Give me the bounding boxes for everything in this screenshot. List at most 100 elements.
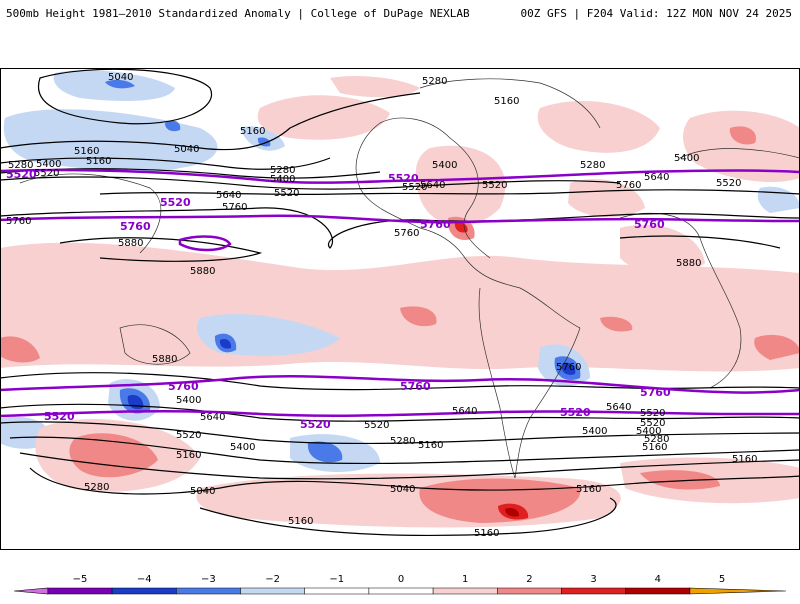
contour-label: 5640 [606,402,631,413]
positive-anomaly-core [600,316,633,332]
contour-5880-purple [178,235,232,252]
positive-anomaly-core [0,336,40,363]
coastline-europe [679,148,800,159]
negative-anomaly-core [105,79,135,89]
colorbar-segment-neg2 [176,587,241,595]
contour-label: 5160 [74,146,99,157]
colorbar-tick-label: −4 [137,574,152,585]
contour-label: 5520 [716,178,741,189]
colorbar-svg: −5 −4 −3 −2 −1 0 1 2 3 4 5 [13,574,787,595]
contour-label: 5160 [474,528,499,539]
contour-label: 5640 [420,180,445,191]
positive-anomaly-band [0,242,800,372]
positive-anomaly-region [415,145,506,227]
contour-label: 5280 [390,436,415,447]
contour-label: 5400 [36,159,61,170]
colorbar-segment-neg1 [240,587,305,595]
colorbar-segment-pos3 [561,587,626,595]
contour-label: 5760 [6,216,31,227]
colorbar-tick-label: 1 [462,574,468,585]
height-contours [0,68,800,537]
contour-label-purple: 5760 [400,380,431,393]
colorbar-arrow-left [13,587,49,595]
contour-5640 [99,189,800,196]
contour-label-purple: 5760 [420,218,451,231]
contour-label: 5160 [642,442,667,453]
contour-label: 5760 [556,362,581,373]
contour-label: 5520 [640,418,665,429]
colorbar-segment-zero-low [304,587,370,595]
colorbar-tick-label: 3 [590,574,596,585]
map-panel: 5040 5280 5160 5160 5280 5400 5520 5160 … [0,68,800,550]
coastline-north-america-east [379,117,491,259]
contour-label-purple: 5520 [560,406,591,419]
colorbar-segment-pos4 [625,587,691,595]
contour-label: 5640 [644,172,669,183]
positive-anomaly-region [683,110,800,183]
colorbar-segments [13,587,787,595]
contour-label: 5160 [494,96,519,107]
positive-anomaly-core [505,507,520,517]
negative-anomaly-core [561,362,576,375]
contour-label: 5160 [576,484,601,495]
contour-label: 5040 [390,484,415,495]
positive-anomaly-core [454,222,468,233]
contour-label: 5760 [616,180,641,191]
contour-label: 5400 [432,160,457,171]
contour-label: 5520 [274,188,299,199]
contour-label: 5760 [222,202,247,213]
contour-5880 [59,237,263,262]
contour-labels: 5040 5280 5160 5160 5280 5400 5520 5160 … [6,72,757,539]
positive-anomaly-core [400,306,437,327]
contour-label: 5640 [216,190,241,201]
colorbar-tick-label: −1 [329,574,344,585]
positive-anomaly-region [568,179,645,218]
contour-label-purple: 5760 [640,386,671,399]
contour-label-purple: 5760 [120,220,151,233]
contour-5520-north-purple [0,168,800,184]
contour-label: 5160 [732,454,757,465]
coastline-south-america-north [464,257,581,329]
contour-label: 5520 [402,182,427,193]
contour-label: 5280 [84,482,109,493]
contour-label-purple: 5760 [168,380,199,393]
contour-label: 5880 [190,266,215,277]
negative-anomaly-region [3,109,218,173]
negative-anomaly-core [165,120,181,132]
positive-anomaly-core [729,126,756,145]
coastline-east-asia [19,173,162,254]
contour-5160-south [29,467,800,495]
contour-label: 5280 [8,160,33,171]
anomaly-map: 5040 5280 5160 5160 5280 5400 5520 5160 … [0,68,800,550]
contour-label-purple: 5760 [634,218,665,231]
contour-label: 5400 [636,426,661,437]
contour-label: 5880 [118,238,143,249]
colorbar-tick-label: 0 [398,574,404,585]
contour-5280 [0,157,331,170]
reference-contours [0,168,800,418]
contour-label: 5160 [86,156,111,167]
positive-anomaly-region [330,76,420,98]
contour-label-purple: 5520 [44,410,75,423]
colorbar: −5 −4 −3 −2 −1 0 1 2 3 4 5 [0,570,800,600]
contour-5760-south [0,372,800,391]
contour-label: 5520 [34,168,59,179]
negative-anomaly-core [307,441,343,463]
contour-label: 5400 [582,426,607,437]
contour-label: 5040 [108,72,133,83]
contour-label-purple: 5520 [300,418,331,431]
colorbar-arrow-right [689,587,787,595]
positive-anomaly-core [754,334,800,360]
anomaly-shading [0,70,800,528]
colorbar-segment-pos1 [432,587,498,595]
colorbar-segment-neg4 [47,587,113,595]
contour-label: 5640 [452,406,477,417]
contour-label: 5160 [240,126,265,137]
contour-label: 5040 [190,486,215,497]
contour-label: 5520 [482,180,507,191]
contour-label: 5040 [174,144,199,155]
positive-anomaly-region [257,95,390,140]
contour-label: 5160 [418,440,443,451]
colorbar-tick-label: −2 [265,574,280,585]
positive-anomaly-region [537,100,660,153]
